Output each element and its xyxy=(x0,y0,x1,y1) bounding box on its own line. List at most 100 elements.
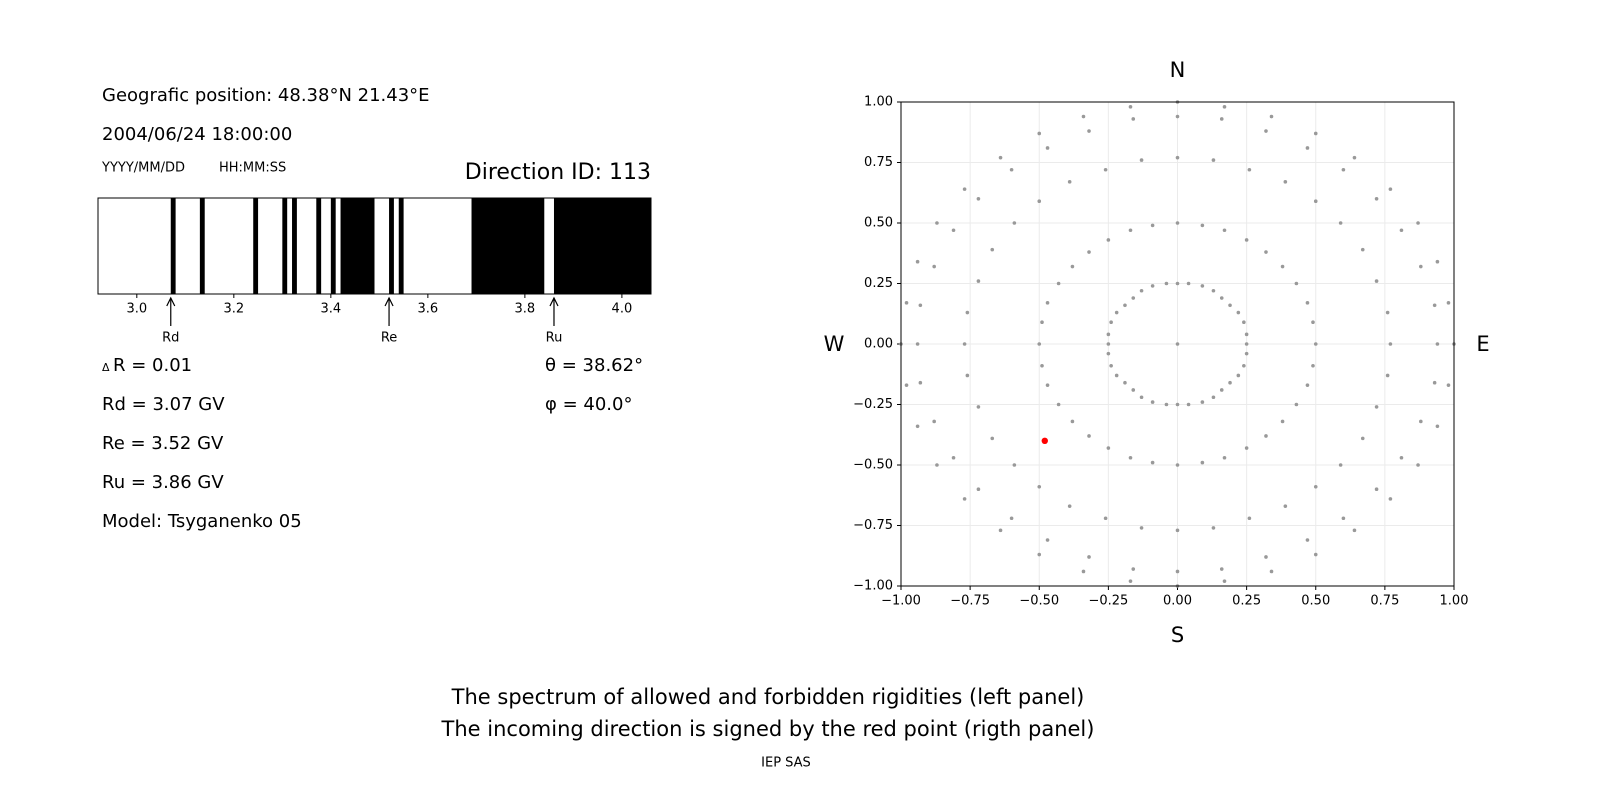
direction-point xyxy=(1242,363,1246,368)
direction-point xyxy=(1264,250,1268,254)
direction-point xyxy=(1247,516,1252,521)
direction-point xyxy=(1236,310,1241,315)
y-tick-label: 0.50 xyxy=(864,216,893,231)
direction-point xyxy=(1432,380,1437,385)
direction-point xyxy=(915,424,920,429)
credit: IEP SAS xyxy=(761,756,811,771)
direction-point xyxy=(935,221,939,225)
direction-point xyxy=(1037,484,1042,489)
direction-point xyxy=(1385,373,1390,378)
ru-text: Ru = 3.86 GV xyxy=(102,472,224,493)
direction-point xyxy=(1352,155,1357,160)
direction-point xyxy=(1313,484,1318,489)
y-tick-label: 1.00 xyxy=(864,95,893,110)
direction-point xyxy=(1087,434,1091,438)
direction-point xyxy=(1200,460,1205,465)
direction-point xyxy=(1280,419,1285,424)
direction-point xyxy=(1200,284,1205,288)
direction-point xyxy=(1037,342,1042,346)
direction-point xyxy=(1435,342,1440,346)
direction-point xyxy=(962,497,967,501)
direction-point xyxy=(904,301,909,305)
direction-point xyxy=(1244,332,1249,337)
direction-point xyxy=(1175,463,1180,467)
theta: θ = 38.62° xyxy=(545,355,643,376)
forbidden-range xyxy=(199,198,205,294)
forbidden-range xyxy=(282,198,288,294)
direction-point xyxy=(1280,264,1285,269)
direction-point xyxy=(1338,221,1343,225)
caption: The spectrum of allowed and forbidden ri… xyxy=(451,685,1085,709)
direction-point xyxy=(1045,301,1050,305)
x-tick-label: 0.75 xyxy=(1370,594,1399,609)
forbidden-range xyxy=(253,198,259,294)
direction-point xyxy=(1222,105,1227,109)
direction-point xyxy=(932,264,936,269)
direction-point xyxy=(1200,223,1205,228)
direction-point xyxy=(1294,402,1299,407)
direction-point xyxy=(1045,383,1050,387)
direction-point xyxy=(1242,320,1246,325)
direction-point xyxy=(1446,383,1451,387)
direction-point xyxy=(1087,129,1091,133)
direction-point xyxy=(1114,373,1119,378)
direction-point xyxy=(1106,238,1111,242)
direction-point xyxy=(1139,158,1144,162)
direction-point xyxy=(976,279,981,283)
direction-point xyxy=(1219,296,1224,300)
direction-point xyxy=(1070,419,1075,424)
direction-point xyxy=(1081,569,1086,574)
x-tick-label: 1.00 xyxy=(1440,594,1469,609)
direction-point xyxy=(918,380,923,385)
direction-point xyxy=(1150,460,1155,465)
direction-point xyxy=(1123,303,1127,308)
direction-point xyxy=(1106,446,1111,450)
direction-point xyxy=(1139,395,1144,400)
direction-point xyxy=(1416,463,1420,467)
direction-point xyxy=(1037,131,1042,136)
direction-point xyxy=(1012,463,1017,467)
direction-point xyxy=(1305,146,1310,150)
direction-point xyxy=(1211,395,1216,400)
forbidden-range xyxy=(340,198,375,294)
direction-point xyxy=(1419,264,1423,269)
forbidden-range xyxy=(316,198,322,294)
direction-point xyxy=(1311,320,1315,325)
direction-point xyxy=(1040,363,1044,368)
x-tick-label: −1.00 xyxy=(881,594,921,609)
direction-point xyxy=(1446,301,1451,305)
direction-point xyxy=(1009,516,1014,521)
direction-point xyxy=(1200,400,1205,404)
direction-point xyxy=(990,247,995,252)
date-format: YYYY/MM/DD xyxy=(101,161,185,176)
direction-point xyxy=(1211,158,1216,162)
direction-id: Direction ID: 113 xyxy=(465,160,651,185)
forbidden-range xyxy=(398,198,404,294)
x-tick-label: 3.6 xyxy=(418,302,439,317)
x-tick-label: −0.75 xyxy=(950,594,990,609)
y-tick-label: 0.00 xyxy=(864,337,893,352)
direction-point xyxy=(1269,569,1274,574)
x-tick-label: 0.50 xyxy=(1301,594,1330,609)
direction-point xyxy=(1269,114,1274,119)
direction-point xyxy=(1106,332,1111,337)
direction-point xyxy=(1219,567,1224,571)
phi: φ = 40.0° xyxy=(545,394,632,415)
direction-point xyxy=(1294,281,1299,286)
direction-point xyxy=(1432,303,1437,308)
direction-point xyxy=(1435,424,1440,429)
direction-point xyxy=(915,259,920,264)
y-tick-label: −0.50 xyxy=(853,458,893,473)
direction-point xyxy=(904,383,909,387)
direction-point xyxy=(1164,402,1169,407)
direction-point xyxy=(1037,199,1042,204)
datetime: 2004/06/24 18:00:00 xyxy=(102,124,292,145)
y-tick-label: 0.25 xyxy=(864,276,893,291)
direction-point xyxy=(1211,526,1216,530)
marker-arrowhead xyxy=(166,296,176,307)
direction-point xyxy=(990,436,995,441)
direction-point xyxy=(1109,363,1113,368)
direction-point xyxy=(1236,373,1241,378)
direction-point xyxy=(918,303,923,308)
direction-point xyxy=(1128,105,1133,109)
